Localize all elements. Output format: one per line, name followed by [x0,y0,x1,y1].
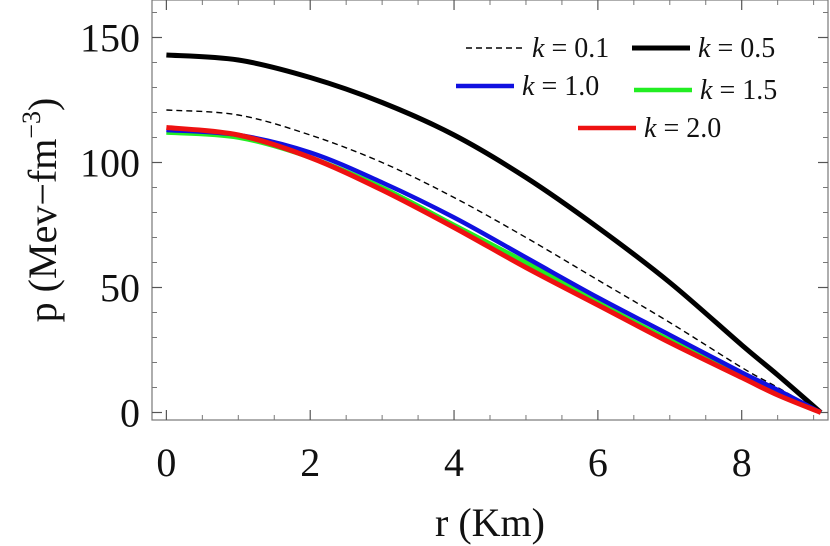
legend-label-k-1-0: k = 1.0 [522,71,599,102]
axis-ticks: 0 2 4 6 8 0 50 100 150 [80,0,828,485]
y-tick-label: 50 [100,266,140,311]
x-tick-label: 6 [588,440,608,485]
series-line-k-0-1 [166,109,822,414]
x-axis-title: r (Km) [435,500,545,545]
y-tick-label: 100 [80,141,140,186]
legend: k = 0.1 k = 0.5 k = 1.0 k = 1.5 k = 2.0 [456,33,777,144]
x-tick-label: 2 [300,440,320,485]
x-tick-label: 8 [732,440,752,485]
y-tick-label: 150 [80,16,140,61]
x-tick-label: 4 [444,440,464,485]
legend-label-k-2-0: k = 2.0 [644,113,721,144]
y-axis-title: p (Mev−fm−3) [17,98,65,323]
y-axis-title-main: p (Mev−fm [20,139,65,323]
y-axis-title-close: ) [20,98,65,111]
x-tick-label: 0 [156,440,176,485]
plot-frame [151,0,829,421]
series-line-k-2-0 [166,125,822,415]
series-lines [166,52,823,415]
series-line-k-1-0 [166,127,822,415]
y-tick-label: 0 [120,391,140,436]
minor-ticks [152,0,828,420]
legend-label-k-0-5: k = 0.5 [698,33,775,64]
legend-label-k-0-1: k = 0.1 [532,33,609,64]
legend-label-k-1-5: k = 1.5 [700,75,777,106]
series-line-k-0-5 [166,52,823,415]
y-axis-title-exponent: −3 [17,111,46,139]
